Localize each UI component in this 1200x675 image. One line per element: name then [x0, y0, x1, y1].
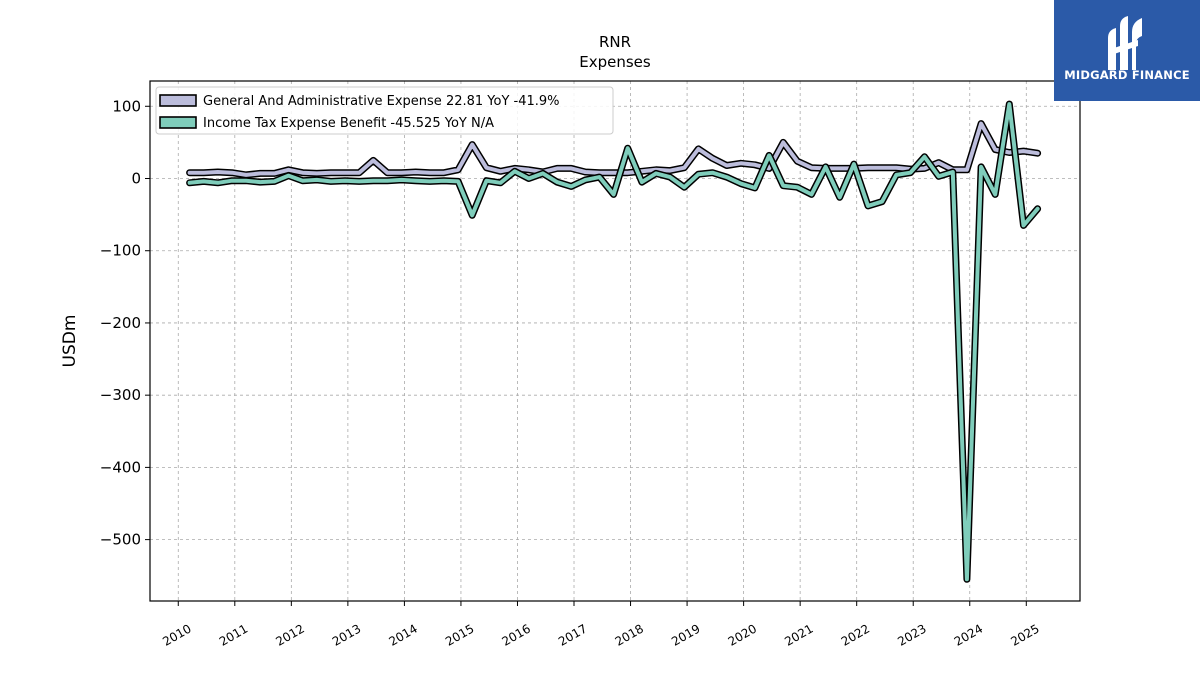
legend-label-1: General And Administrative Expense 22.81… [203, 94, 560, 109]
series-1-line [187, 121, 1040, 177]
series-layer [186, 100, 1042, 583]
y-axis-label: USDm [60, 315, 80, 368]
chart-title: RNR [599, 33, 631, 51]
logo-mark-icon [1108, 16, 1142, 70]
legend-swatch-2 [159, 116, 197, 129]
y-tick-label: −100 [100, 242, 141, 260]
logo-text: MIDGARD FINANCE [1064, 68, 1190, 82]
y-tick-label: −200 [100, 314, 141, 332]
legend-label-2: Income Tax Expense Benefit -45.525 YoY N… [203, 116, 494, 131]
y-tick-label: −500 [100, 531, 141, 549]
y-tick-label: −400 [100, 458, 141, 476]
legend-box [155, 86, 614, 135]
y-tick-label: −300 [100, 386, 141, 404]
chart-subtitle: Expenses [579, 53, 651, 71]
plot-frame [149, 80, 1081, 602]
logo: MIDGARD FINANCE [1054, 0, 1200, 101]
legend-swatch-1 [159, 94, 197, 107]
y-tick-label: 100 [112, 97, 141, 115]
legend: General And Administrative Expense 22.81… [155, 86, 614, 135]
y-tick-label: 0 [131, 170, 141, 188]
series-2-line [187, 102, 1040, 582]
